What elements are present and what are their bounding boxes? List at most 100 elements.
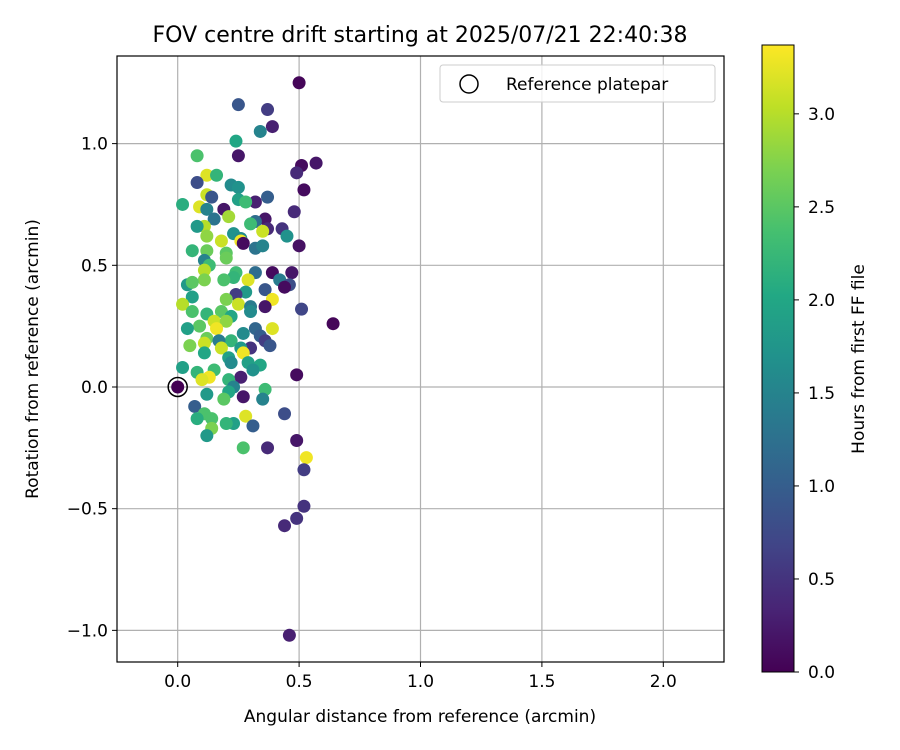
data-point (224, 356, 238, 370)
y-axis-title: Rotation from reference (arcmin) (23, 219, 43, 499)
y-tick-label: 1.0 (81, 135, 108, 155)
y-tick-label: 0.5 (81, 256, 108, 276)
data-point (261, 103, 275, 117)
data-point (297, 183, 311, 197)
data-point (217, 392, 231, 406)
data-point (299, 451, 313, 465)
colorbar-tick-label: 1.5 (808, 384, 835, 404)
data-point (200, 202, 214, 216)
data-point (214, 234, 228, 248)
y-axis-ticks: −1.0 −0.5 0.0 0.5 1.0 (67, 135, 117, 641)
data-point (263, 339, 277, 353)
data-point (239, 409, 253, 423)
x-tick-label: 1.5 (528, 672, 555, 692)
data-point (197, 336, 211, 350)
data-point (219, 292, 233, 306)
data-point (210, 322, 224, 336)
data-point (231, 149, 245, 163)
data-point (180, 322, 194, 336)
colorbar-tick-label: 0.0 (808, 663, 835, 683)
data-point (231, 98, 245, 112)
data-point (229, 288, 243, 302)
data-point (236, 236, 250, 250)
data-point (246, 363, 260, 377)
data-point (287, 205, 301, 219)
colorbar-tick-label: 2.5 (808, 198, 835, 218)
data-point (292, 76, 306, 90)
data-point (297, 463, 311, 477)
legend-box (439, 64, 716, 103)
data-point (231, 297, 245, 311)
data-point (258, 212, 272, 226)
x-tick-label: 0.0 (164, 672, 191, 692)
y-tick-label: −1.0 (67, 621, 108, 641)
data-point (214, 305, 228, 319)
data-point (197, 346, 211, 360)
data-point (290, 434, 304, 448)
colorbar (761, 44, 795, 673)
data-point (190, 412, 204, 426)
data-point (246, 419, 260, 433)
legend-marker-reference (459, 74, 479, 94)
data-point (295, 302, 309, 316)
data-point (239, 285, 253, 299)
data-point (190, 149, 204, 163)
data-point (183, 339, 197, 353)
data-point (200, 244, 214, 258)
data-point (256, 224, 270, 238)
data-point (195, 373, 209, 387)
data-point (290, 511, 304, 525)
x-tick-label: 1.0 (407, 672, 434, 692)
data-point (258, 283, 272, 297)
data-point (193, 319, 207, 333)
data-point (285, 266, 299, 280)
data-point (185, 275, 199, 289)
data-point (200, 429, 214, 443)
x-tick-label: 2.0 (650, 672, 677, 692)
reference-platepar-marker (167, 376, 188, 398)
data-point (176, 361, 190, 375)
grid-layer (117, 56, 724, 662)
data-point (256, 239, 270, 253)
data-point (231, 180, 245, 194)
data-point (188, 399, 202, 413)
data-point (290, 368, 304, 382)
chart-title: FOV centre drift starting at 2025/07/21 … (153, 23, 688, 48)
data-point (244, 217, 258, 231)
x-axis-ticks: 0.0 0.5 1.0 1.5 2.0 (164, 662, 677, 692)
data-point (176, 297, 190, 311)
data-point (236, 441, 250, 455)
data-point (261, 190, 275, 204)
data-point (261, 441, 275, 455)
data-point (292, 239, 306, 253)
x-axis-title: Angular distance from reference (arcmin) (244, 707, 596, 727)
legend: Reference platepar (439, 64, 716, 103)
data-point (265, 120, 279, 134)
data-point (222, 210, 236, 224)
y-tick-label: 0.0 (81, 378, 108, 398)
colorbar-tick-label: 2.0 (808, 291, 835, 311)
data-point (309, 156, 323, 170)
y-tick-label: −0.5 (67, 500, 108, 520)
data-point (239, 195, 253, 209)
data-point (280, 229, 294, 243)
data-point (219, 416, 233, 430)
data-point (253, 124, 267, 138)
data-point (224, 334, 238, 348)
legend-label-reference: Reference platepar (506, 75, 668, 95)
data-point (248, 195, 262, 209)
data-point (214, 341, 228, 355)
data-point (219, 314, 233, 328)
data-point (258, 300, 272, 314)
data-point (197, 273, 211, 287)
data-point (282, 628, 296, 642)
data-point (227, 270, 241, 284)
data-point (200, 387, 214, 401)
data-point (265, 322, 279, 336)
data-point (241, 273, 255, 287)
x-tick-label: 0.5 (286, 672, 313, 692)
data-point (185, 305, 199, 319)
colorbar-tick-label: 3.0 (808, 105, 835, 125)
data-point (234, 370, 248, 384)
